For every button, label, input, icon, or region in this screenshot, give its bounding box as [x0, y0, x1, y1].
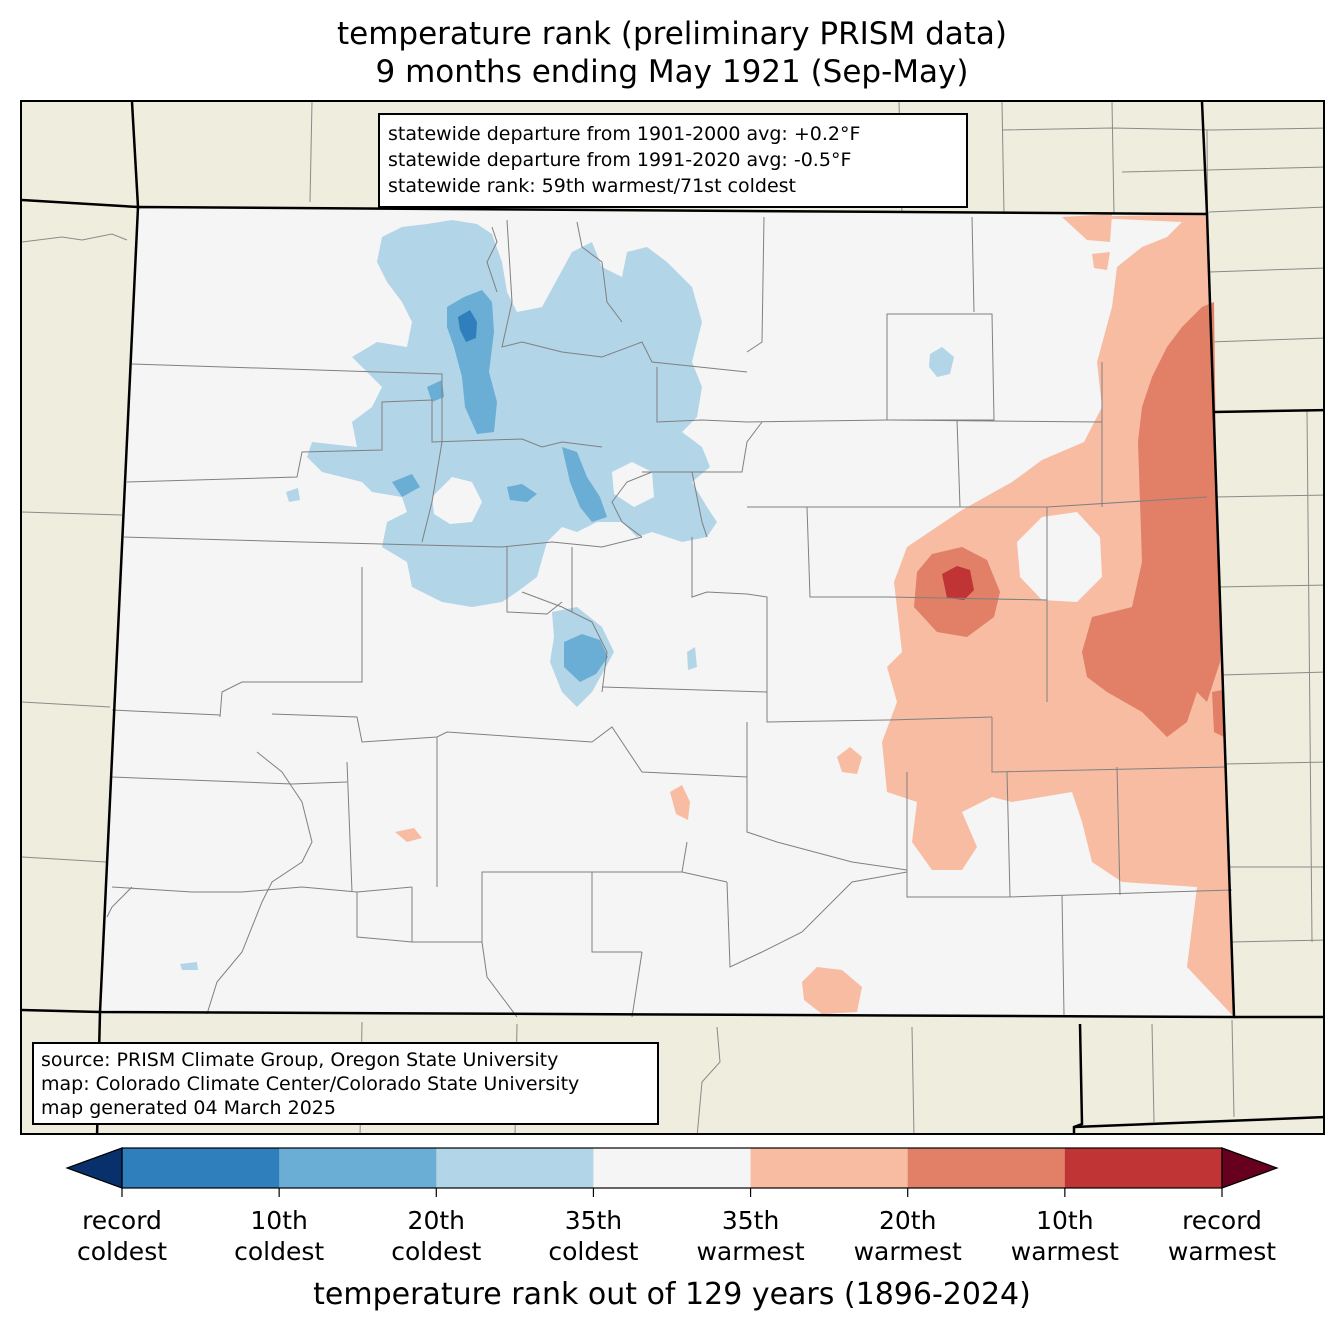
colorbar-tick-label: 10th warmest — [975, 1205, 1155, 1267]
generated-date-line: map generated 04 March 2025 — [41, 1097, 336, 1119]
colorbar-tick-label: record warmest — [1132, 1205, 1312, 1267]
map-title-line2: 9 months ending May 1921 (Sep-May) — [375, 54, 969, 90]
colorbar-tick-label-bottom: warmest — [853, 1237, 962, 1266]
colorbar-tick-label: 35th warmest — [661, 1205, 841, 1267]
colorbar — [65, 1147, 1279, 1197]
colorbar-tick-label-top: record — [1182, 1206, 1262, 1235]
stats-departure-1901-2000: statewide departure from 1901-2000 avg: … — [388, 123, 861, 145]
colorbar-outline — [121, 1147, 1223, 1189]
colorbar-tick-label-bottom: coldest — [391, 1237, 482, 1266]
colorbar-tick-label-top: 20th — [878, 1206, 937, 1235]
colorbar-tick-label-top: 10th — [1036, 1206, 1094, 1235]
colorbar-tick-label: 20th warmest — [818, 1205, 998, 1267]
statewide-stats-box: statewide departure from 1901-2000 avg: … — [378, 113, 968, 208]
stats-rank: statewide rank: 59th warmest/71st coldes… — [388, 175, 797, 197]
colorbar-title: temperature rank out of 129 years (1896-… — [313, 1277, 1031, 1312]
colorbar-right-extension — [1221, 1147, 1279, 1189]
colorbar-tick-label-bottom: coldest — [76, 1237, 168, 1266]
state-boundaries — [22, 102, 1323, 1133]
colorbar-segment — [436, 1148, 594, 1188]
source-credit-box: source: PRISM Climate Group, Oregon Stat… — [32, 1042, 659, 1125]
colorbar-tick-label-top: 10th — [250, 1206, 308, 1235]
map-canvas — [22, 102, 1323, 1133]
colorbar-tick-label: 10th coldest — [189, 1205, 369, 1267]
colorado-county-lines — [106, 216, 1233, 1018]
colorbar-tick-label-bottom: warmest — [1010, 1237, 1119, 1266]
colorbar-segment — [279, 1148, 437, 1188]
colorbar-tick-label-top: record — [82, 1206, 162, 1235]
colorbar-tick-label: 35th coldest — [503, 1205, 683, 1267]
colorbar-tick-label-bottom: warmest — [696, 1237, 805, 1266]
temperature-anomaly-shading — [180, 214, 1234, 1017]
colorbar-tick-label-bottom: coldest — [548, 1237, 639, 1266]
map-title-line1: temperature rank (preliminary PRISM data… — [336, 16, 1007, 52]
colorbar-segment — [593, 1148, 752, 1188]
colorbar-tick-label: record coldest — [32, 1205, 212, 1267]
colorbar-tick-label-top: 20th — [407, 1206, 466, 1235]
stats-departure-1991-2020: statewide departure from 1991-2020 avg: … — [388, 149, 852, 171]
map-credit-line: map: Colorado Climate Center/Colorado St… — [41, 1073, 580, 1095]
source-line: source: PRISM Climate Group, Oregon Stat… — [41, 1049, 559, 1071]
colorbar-segment — [1064, 1148, 1223, 1188]
colorbar-segment — [750, 1148, 909, 1188]
map-panel — [20, 100, 1325, 1135]
colorbar-segment — [907, 1148, 1066, 1188]
colorbar-left-extension — [65, 1147, 123, 1189]
colorbar-tick-label-bottom: coldest — [234, 1237, 325, 1266]
colorbar-tick-label-top: 35th — [564, 1206, 623, 1235]
colorbar-segment — [122, 1148, 280, 1188]
colorbar-tick-label: 20th coldest — [346, 1205, 526, 1267]
colorbar-tick-label-top: 35th — [721, 1206, 780, 1235]
colorbar-tick-label-bottom: warmest — [1167, 1237, 1277, 1266]
